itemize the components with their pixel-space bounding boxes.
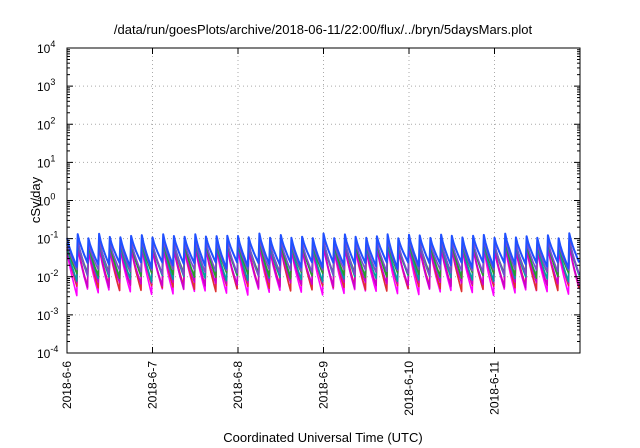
y-tick-label: 10-4: [37, 344, 58, 361]
x-axis: 2018-6-6 2018-6-7 2018-6-8 2018-6-9 2018-6-1…: [60, 48, 502, 416]
y-tick-label: 10-3: [37, 306, 58, 323]
y-tick-label: 10-1: [37, 230, 58, 247]
x-tick-label: 2018-6-9: [317, 361, 331, 409]
x-tick-label: 2018-6-6: [60, 361, 74, 409]
y-tick-label: 10-2: [37, 268, 58, 285]
y-tick-label: 102: [37, 115, 55, 132]
chart-title: /data/run/goesPlots/archive/2018-06-11/2…: [114, 22, 533, 37]
y-tick-label: 103: [37, 77, 55, 94]
x-axis-label: Coordinated Universal Time (UTC): [223, 430, 422, 445]
grid: [67, 48, 580, 353]
x-tick-label: 2018-6-8: [231, 361, 245, 409]
x-tick-label: 2018-6-11: [488, 361, 502, 415]
series-line: [66, 232, 581, 270]
y-tick-label: 100: [37, 192, 55, 209]
y-tick-label: 101: [37, 153, 55, 170]
y-axis-label: cSv/day: [28, 176, 43, 223]
x-tick-label: 2018-6-7: [146, 361, 160, 409]
series-group: [66, 232, 581, 297]
x-tick-label: 2018-6-10: [402, 361, 416, 416]
y-axis: 10-4 10-3 10-2 10-1 100 101 102 103 104: [37, 39, 580, 361]
y-tick-label: 104: [37, 39, 55, 56]
